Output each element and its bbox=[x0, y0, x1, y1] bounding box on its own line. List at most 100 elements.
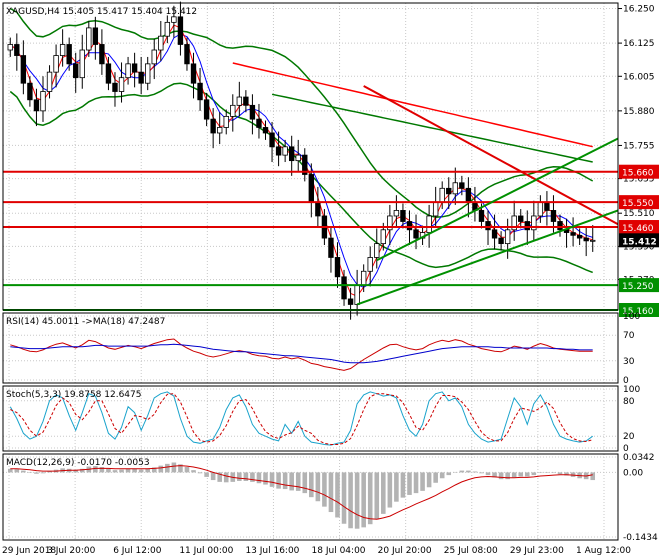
macd-bar bbox=[466, 470, 471, 473]
grid-lines bbox=[3, 3, 618, 540]
candle-body bbox=[374, 243, 380, 258]
candle-body bbox=[590, 239, 596, 242]
candle-body bbox=[105, 63, 112, 84]
candle-body bbox=[112, 82, 118, 92]
candle-body bbox=[498, 237, 504, 245]
rsi-panel-title: RSI(14) 45.0011 ->MA(18) 47.2487 bbox=[6, 317, 165, 327]
macd-bar bbox=[354, 472, 360, 529]
macd-bar bbox=[210, 472, 216, 481]
price-frame bbox=[2, 2, 619, 311]
x-tick-label: 29 Jul 23:00 bbox=[510, 546, 564, 556]
macd-bar bbox=[73, 469, 79, 473]
candle-body bbox=[485, 221, 491, 231]
candle-body bbox=[14, 44, 20, 56]
macd-bar bbox=[472, 471, 478, 473]
candle-body bbox=[249, 104, 256, 120]
panel-titles: XAGUSD,H4 15.405 15.417 15.404 15.412 RSI… bbox=[6, 7, 197, 468]
candle-body bbox=[210, 118, 216, 134]
candle-body bbox=[190, 63, 197, 84]
candle-body bbox=[570, 232, 576, 236]
level-red-label: 15.460 bbox=[622, 224, 654, 234]
macd-bar bbox=[564, 472, 569, 476]
candle-body bbox=[413, 229, 419, 239]
macd-bar bbox=[315, 472, 321, 502]
candle-body bbox=[406, 221, 413, 231]
candle-body bbox=[53, 55, 59, 73]
macd-bar bbox=[387, 472, 393, 508]
macd-bar bbox=[223, 472, 229, 483]
candle-body bbox=[295, 154, 301, 162]
candle-body bbox=[576, 234, 583, 239]
last-price-label: 15.412 bbox=[622, 237, 657, 247]
y-tick-label: 100 bbox=[623, 385, 640, 395]
stoch-panel-title: Stoch(5,3,3) 19.8758 12.6475 bbox=[6, 390, 141, 400]
level-green-label: 15.160 bbox=[622, 307, 654, 317]
level-red-label: 15.660 bbox=[622, 169, 654, 179]
macd-bar bbox=[439, 472, 445, 479]
macd-bar bbox=[204, 472, 209, 477]
y-tick-label: 15.390 bbox=[623, 242, 655, 252]
macd-bar bbox=[256, 472, 262, 484]
x-tick-label: 1 Aug 12:00 bbox=[576, 546, 631, 556]
candle-body bbox=[491, 229, 498, 239]
ma-long-red bbox=[232, 62, 593, 148]
candle-body bbox=[315, 201, 321, 217]
macd-bar bbox=[420, 472, 425, 491]
rsi-frame bbox=[2, 312, 619, 384]
candle-body bbox=[531, 215, 537, 231]
macd-bar bbox=[93, 466, 98, 473]
candle-body bbox=[275, 146, 282, 156]
macd-bar bbox=[27, 472, 33, 473]
candle-body bbox=[360, 270, 367, 286]
price-panel-title: XAGUSD,H4 15.405 15.417 15.404 15.412 bbox=[6, 7, 197, 17]
y-tick-label: 0 bbox=[623, 444, 629, 454]
macd-bar bbox=[453, 471, 458, 473]
last-price-box bbox=[619, 233, 659, 248]
macd-bar bbox=[413, 472, 419, 494]
macd-bar bbox=[132, 468, 137, 473]
level-green-label-box bbox=[619, 303, 659, 317]
candle-body bbox=[478, 210, 485, 222]
macd-bar bbox=[250, 472, 255, 482]
candle-body bbox=[302, 154, 308, 175]
macd-bar bbox=[459, 470, 465, 473]
bollinger-lower bbox=[9, 82, 593, 274]
candle-body bbox=[66, 44, 72, 65]
candle-body bbox=[308, 174, 315, 203]
candle-body bbox=[217, 127, 223, 134]
macd-panel[interactable] bbox=[7, 462, 596, 529]
macd-bar bbox=[309, 472, 314, 498]
macd-bar bbox=[14, 469, 20, 473]
macd-bar bbox=[498, 472, 504, 480]
candle-body bbox=[439, 187, 445, 203]
macd-bar bbox=[505, 472, 510, 480]
candle-body bbox=[511, 215, 517, 231]
y-tick-label: 15.510 bbox=[623, 209, 655, 219]
level-green-label: 15.250 bbox=[622, 282, 654, 292]
candle-body bbox=[262, 127, 269, 134]
y-tick-label: 16.125 bbox=[623, 39, 655, 49]
price-panel[interactable] bbox=[3, 1, 619, 320]
trendline-green-upper bbox=[376, 137, 619, 262]
candle-body bbox=[354, 284, 360, 305]
macd-bar bbox=[322, 472, 327, 507]
level-red-label-box bbox=[619, 195, 659, 210]
candle-body bbox=[328, 237, 334, 258]
candle-body bbox=[341, 276, 347, 300]
x-tick-label: 13 Jul 16:00 bbox=[245, 546, 299, 556]
candle-body bbox=[432, 201, 439, 217]
macd-bar bbox=[237, 472, 242, 481]
candle-body bbox=[426, 215, 432, 233]
macd-bar bbox=[151, 467, 157, 473]
candle-body bbox=[334, 257, 341, 278]
stoch-panel[interactable] bbox=[9, 391, 593, 446]
macd-bar bbox=[511, 472, 517, 478]
y-tick-label: 70 bbox=[623, 331, 635, 341]
candle-body bbox=[33, 99, 40, 112]
macd-bar bbox=[433, 472, 438, 483]
rsi-panel[interactable] bbox=[10, 338, 593, 371]
macd-bar bbox=[426, 472, 432, 488]
candle-body bbox=[557, 221, 563, 231]
